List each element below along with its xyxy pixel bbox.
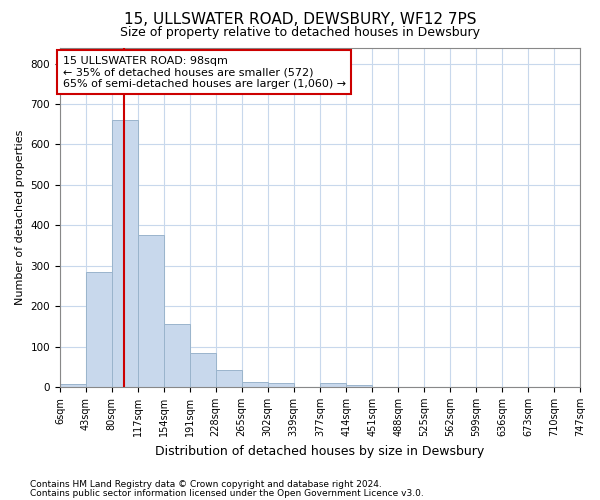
Text: 15 ULLSWATER ROAD: 98sqm
← 35% of detached houses are smaller (572)
65% of semi-: 15 ULLSWATER ROAD: 98sqm ← 35% of detach… [63, 56, 346, 89]
Text: Size of property relative to detached houses in Dewsbury: Size of property relative to detached ho… [120, 26, 480, 39]
Bar [320, 383, 346, 387]
Bar [86, 272, 112, 387]
Text: 15, ULLSWATER ROAD, DEWSBURY, WF12 7PS: 15, ULLSWATER ROAD, DEWSBURY, WF12 7PS [124, 12, 476, 28]
Bar [60, 384, 86, 387]
Bar [268, 383, 293, 387]
Bar [190, 352, 216, 387]
Bar [216, 370, 242, 387]
Text: Contains HM Land Registry data © Crown copyright and database right 2024.: Contains HM Land Registry data © Crown c… [30, 480, 382, 489]
Text: Contains public sector information licensed under the Open Government Licence v3: Contains public sector information licen… [30, 490, 424, 498]
Y-axis label: Number of detached properties: Number of detached properties [15, 130, 25, 305]
Bar [242, 382, 268, 387]
Bar [164, 324, 190, 387]
Bar [346, 385, 372, 387]
X-axis label: Distribution of detached houses by size in Dewsbury: Distribution of detached houses by size … [155, 444, 485, 458]
Bar [138, 236, 164, 387]
Bar [112, 120, 138, 387]
